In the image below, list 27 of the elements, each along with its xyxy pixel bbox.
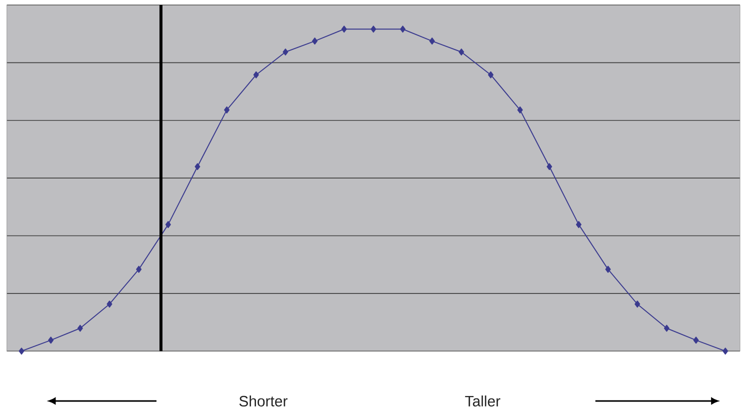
point [224, 106, 230, 114]
point [106, 300, 112, 308]
point [458, 48, 464, 56]
point [605, 266, 611, 273]
point [488, 71, 494, 78]
point [253, 71, 259, 78]
point [18, 348, 24, 355]
point [693, 336, 699, 344]
point [546, 163, 552, 170]
point [312, 38, 318, 45]
point [664, 324, 670, 332]
point [634, 300, 640, 308]
point [429, 38, 435, 45]
point [165, 221, 171, 228]
text: Taller [465, 396, 500, 406]
point [282, 48, 288, 56]
point [576, 221, 582, 228]
point [517, 106, 523, 114]
point [136, 266, 142, 273]
point [370, 26, 376, 33]
text: Shorter [239, 396, 288, 406]
point [341, 26, 347, 33]
point [48, 336, 54, 344]
point [722, 348, 728, 355]
point [77, 324, 83, 332]
point [194, 163, 200, 170]
point [400, 26, 406, 33]
